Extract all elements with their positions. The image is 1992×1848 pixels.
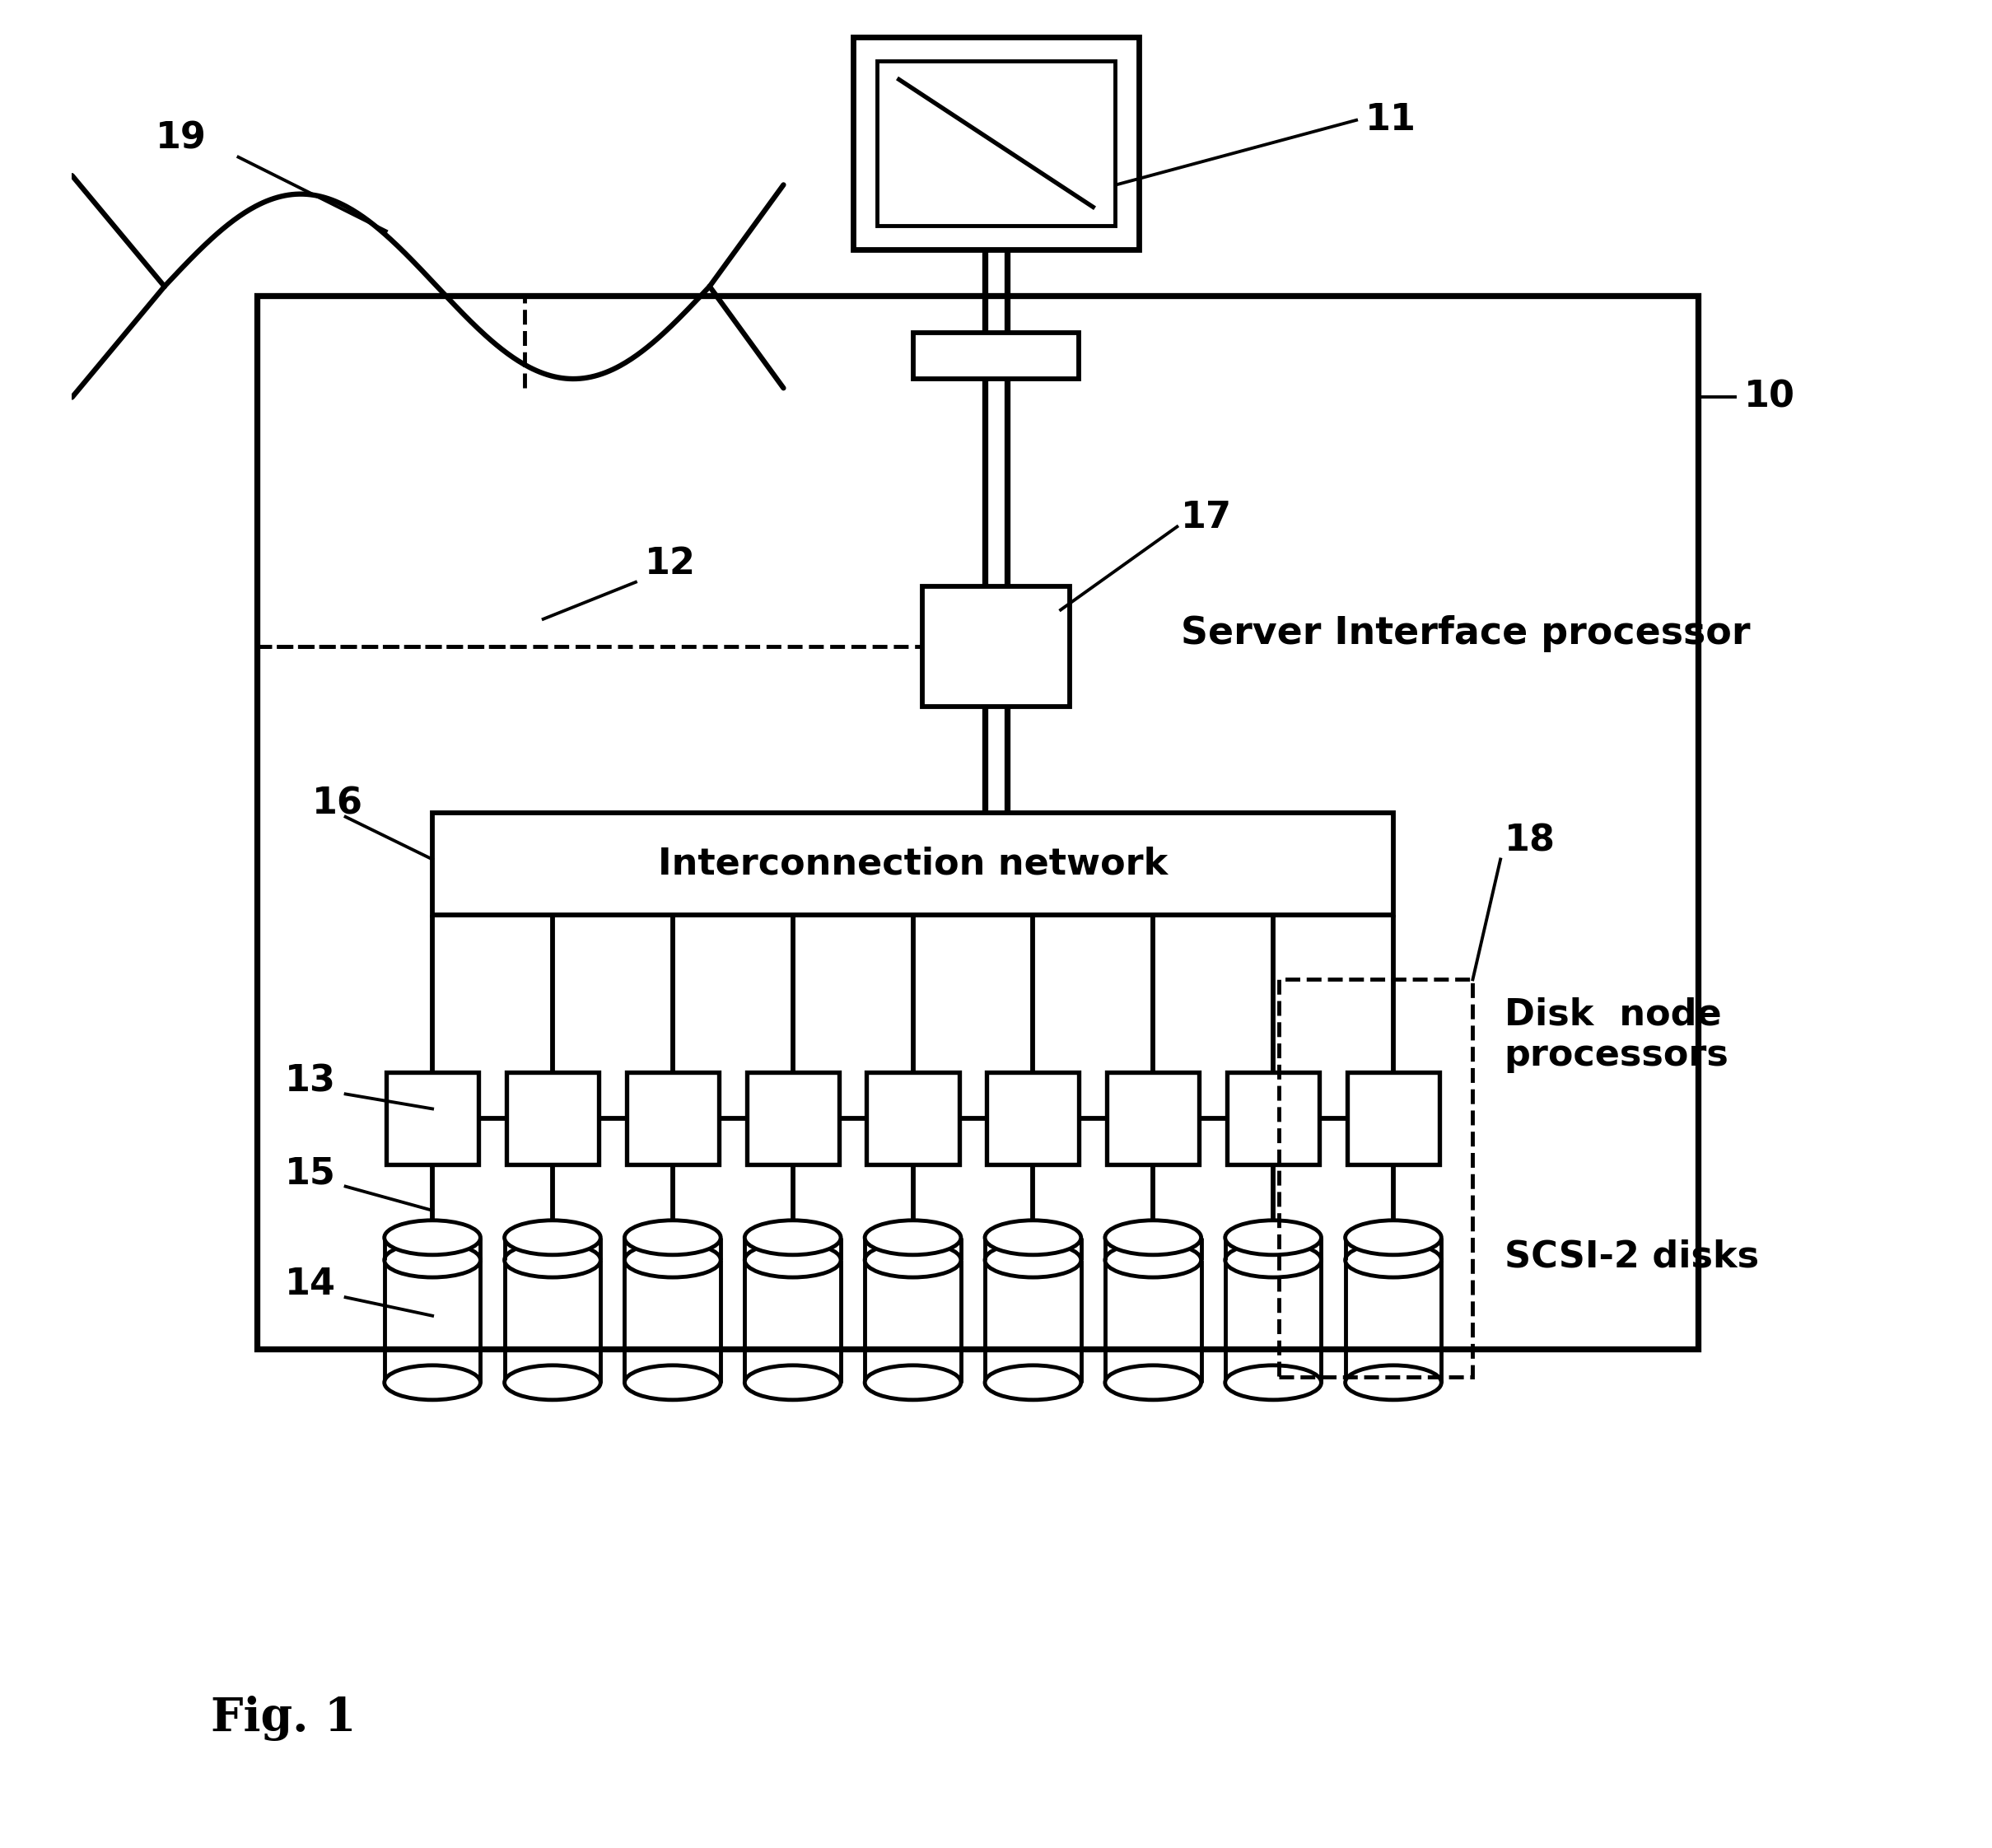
Text: Disk  node
processors: Disk node processors — [1504, 996, 1729, 1074]
Ellipse shape — [984, 1244, 1082, 1277]
FancyBboxPatch shape — [1108, 1072, 1199, 1164]
Ellipse shape — [504, 1220, 600, 1255]
Text: 11: 11 — [1367, 102, 1416, 139]
Text: 19: 19 — [155, 120, 205, 157]
Ellipse shape — [625, 1366, 721, 1401]
Text: 12: 12 — [645, 545, 695, 582]
Text: Server Interface processor: Server Interface processor — [1181, 615, 1751, 652]
FancyBboxPatch shape — [386, 1072, 478, 1164]
Text: 17: 17 — [1181, 499, 1231, 536]
Ellipse shape — [984, 1366, 1082, 1401]
FancyBboxPatch shape — [912, 333, 1080, 379]
Ellipse shape — [1345, 1220, 1442, 1255]
Ellipse shape — [384, 1244, 480, 1277]
FancyBboxPatch shape — [506, 1072, 600, 1164]
FancyBboxPatch shape — [922, 588, 1070, 706]
Text: 18: 18 — [1504, 822, 1556, 859]
FancyBboxPatch shape — [853, 37, 1139, 249]
Ellipse shape — [1106, 1220, 1201, 1255]
FancyBboxPatch shape — [1347, 1072, 1440, 1164]
Text: 14: 14 — [285, 1266, 335, 1303]
Text: 10: 10 — [1745, 379, 1795, 416]
FancyBboxPatch shape — [257, 296, 1699, 1349]
FancyBboxPatch shape — [986, 1072, 1080, 1164]
Ellipse shape — [745, 1220, 841, 1255]
Ellipse shape — [1225, 1244, 1321, 1277]
Text: SCSI-2 disks: SCSI-2 disks — [1504, 1238, 1759, 1275]
Ellipse shape — [865, 1244, 960, 1277]
Ellipse shape — [384, 1366, 480, 1401]
Text: 16: 16 — [313, 785, 363, 822]
Ellipse shape — [625, 1244, 721, 1277]
Ellipse shape — [1345, 1366, 1442, 1401]
FancyBboxPatch shape — [1227, 1072, 1319, 1164]
Ellipse shape — [1345, 1244, 1442, 1277]
Ellipse shape — [745, 1366, 841, 1401]
Text: 15: 15 — [285, 1155, 335, 1192]
Ellipse shape — [1225, 1220, 1321, 1255]
Ellipse shape — [865, 1220, 960, 1255]
Text: Interconnection network: Interconnection network — [657, 846, 1167, 881]
Ellipse shape — [984, 1220, 1082, 1255]
Ellipse shape — [865, 1366, 960, 1401]
FancyBboxPatch shape — [876, 61, 1116, 225]
Ellipse shape — [504, 1366, 600, 1401]
Ellipse shape — [504, 1244, 600, 1277]
Text: Fig. 1: Fig. 1 — [211, 1696, 357, 1741]
Ellipse shape — [625, 1220, 721, 1255]
FancyBboxPatch shape — [625, 1072, 719, 1164]
Ellipse shape — [1106, 1366, 1201, 1401]
Ellipse shape — [1225, 1366, 1321, 1401]
FancyBboxPatch shape — [747, 1072, 839, 1164]
Ellipse shape — [745, 1244, 841, 1277]
Text: 13: 13 — [285, 1063, 335, 1100]
FancyBboxPatch shape — [432, 813, 1392, 915]
Ellipse shape — [1106, 1244, 1201, 1277]
Ellipse shape — [384, 1220, 480, 1255]
FancyBboxPatch shape — [867, 1072, 958, 1164]
